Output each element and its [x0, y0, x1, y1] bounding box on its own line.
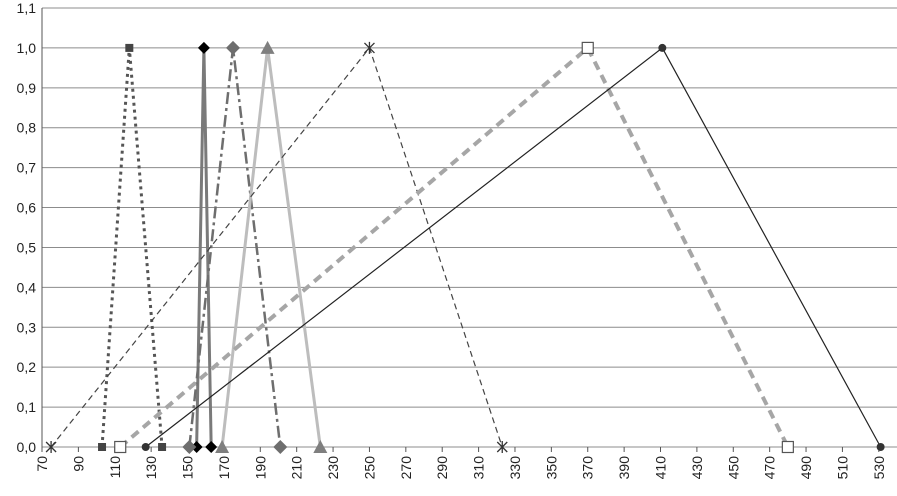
marker: [205, 441, 218, 453]
x-tick-label: 130: [143, 456, 159, 480]
x-tick-label: 250: [361, 456, 377, 480]
marker: [260, 40, 275, 54]
y-tick-label: 0,1: [17, 399, 37, 415]
marker: [182, 440, 197, 454]
marker: [781, 440, 794, 454]
y-tick-label: 0,0: [17, 439, 37, 455]
marker: [215, 440, 230, 453]
marker: [658, 43, 667, 52]
x-tick-label: 210: [289, 456, 305, 480]
x-tick-label: 510: [834, 456, 850, 480]
x-tick-label: 490: [798, 456, 814, 480]
marker: [876, 443, 885, 451]
x-tick-label: 390: [616, 456, 632, 480]
marker: [197, 41, 210, 54]
marker: [363, 41, 375, 54]
x-tick-label: 350: [543, 456, 559, 480]
x-tick-label: 150: [180, 456, 196, 480]
x-tick-label: 170: [216, 456, 232, 480]
marker: [273, 440, 288, 454]
y-tick-label: 0,4: [17, 279, 37, 295]
x-tick-label: 450: [725, 456, 741, 480]
marker: [190, 441, 203, 453]
y-tick-label: 1,1: [17, 0, 37, 16]
marker: [98, 443, 107, 451]
x-tick-label: 330: [507, 456, 523, 480]
marker: [45, 441, 57, 453]
marker: [158, 443, 167, 451]
marker: [226, 40, 241, 55]
marker: [581, 41, 594, 55]
x-tick-label: 190: [252, 456, 268, 480]
y-tick-label: 0,7: [17, 160, 37, 176]
x-tick-label: 530: [871, 456, 887, 480]
x-tick-label: 310: [471, 456, 487, 480]
x-tick-label: 90: [70, 456, 86, 472]
x-tick-label: 270: [398, 456, 414, 480]
x-tick-label: 230: [325, 456, 341, 480]
y-tick-label: 0,3: [17, 319, 37, 335]
y-tick-label: 0,2: [17, 359, 37, 375]
x-tick-label: 370: [580, 456, 596, 480]
y-tick-label: 1,0: [17, 40, 37, 56]
x-tick-label: 290: [434, 456, 450, 480]
marker: [313, 440, 328, 453]
y-tick-label: 0,9: [17, 80, 37, 96]
marker: [114, 440, 127, 454]
y-tick-label: 0,6: [17, 200, 37, 216]
y-tick-label: 0,8: [17, 120, 37, 136]
x-tick-label: 410: [653, 456, 669, 480]
marker: [125, 43, 134, 52]
marker: [496, 441, 508, 453]
x-tick-label: 470: [762, 456, 778, 480]
marker: [141, 443, 150, 451]
x-tick-label: 430: [689, 456, 705, 480]
x-tick-label: 70: [34, 456, 50, 472]
y-tick-label: 0,5: [17, 239, 37, 255]
x-tick-label: 110: [107, 456, 123, 479]
